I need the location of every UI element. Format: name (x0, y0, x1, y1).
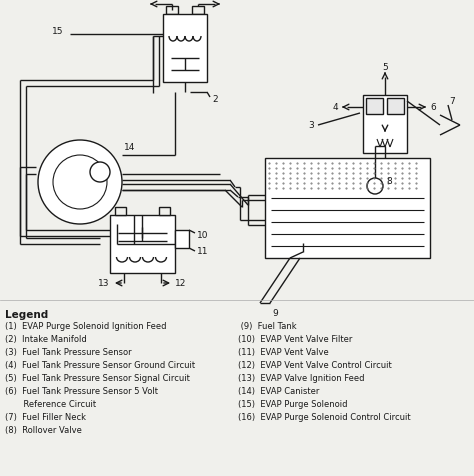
Text: 10: 10 (197, 230, 209, 239)
Text: (2)  Intake Manifold: (2) Intake Manifold (5, 335, 87, 344)
Text: 9: 9 (272, 308, 278, 317)
Text: 14: 14 (124, 143, 136, 152)
Bar (265, 158, 430, 258)
Text: 2: 2 (212, 96, 218, 105)
Text: 11: 11 (197, 247, 209, 256)
Text: (5)  Fuel Tank Pressure Sensor Signal Circuit: (5) Fuel Tank Pressure Sensor Signal Cir… (5, 374, 190, 383)
Text: 4: 4 (332, 102, 338, 111)
Text: 15: 15 (52, 28, 64, 37)
Text: (12)  EVAP Vent Valve Control Circuit: (12) EVAP Vent Valve Control Circuit (238, 361, 392, 370)
Bar (110, 215, 175, 273)
Text: (7)  Fuel Filler Neck: (7) Fuel Filler Neck (5, 413, 86, 422)
Text: (6)  Fuel Tank Pressure Sensor 5 Volt: (6) Fuel Tank Pressure Sensor 5 Volt (5, 387, 158, 396)
Bar (163, 14, 207, 82)
Text: (16)  EVAP Purge Solenoid Control Circuit: (16) EVAP Purge Solenoid Control Circuit (238, 413, 410, 422)
Text: (9)  Fuel Tank: (9) Fuel Tank (238, 322, 297, 331)
Text: 8: 8 (386, 178, 392, 187)
Bar (363, 95, 407, 153)
Bar (175, 230, 189, 248)
Bar (387, 98, 404, 114)
Circle shape (90, 162, 110, 182)
Text: 3: 3 (308, 120, 314, 129)
Text: (1)  EVAP Purge Solenoid Ignition Feed: (1) EVAP Purge Solenoid Ignition Feed (5, 322, 166, 331)
Text: (3)  Fuel Tank Pressure Sensor: (3) Fuel Tank Pressure Sensor (5, 348, 132, 357)
Text: 12: 12 (175, 278, 187, 288)
Text: (15)  EVAP Purge Solenoid: (15) EVAP Purge Solenoid (238, 400, 347, 409)
Text: 1: 1 (216, 0, 222, 1)
Text: Reference Circuit: Reference Circuit (5, 400, 96, 409)
Text: (8)  Rollover Valve: (8) Rollover Valve (5, 426, 82, 435)
Circle shape (367, 178, 383, 194)
Text: (14)  EVAP Canister: (14) EVAP Canister (238, 387, 319, 396)
Bar (159, 207, 170, 215)
Circle shape (38, 140, 122, 224)
Text: Legend: Legend (5, 310, 48, 320)
Text: 13: 13 (98, 278, 110, 288)
Text: 5: 5 (382, 62, 388, 71)
Text: (11)  EVAP Vent Valve: (11) EVAP Vent Valve (238, 348, 329, 357)
Bar (192, 6, 204, 14)
Text: (10)  EVAP Vent Valve Filter: (10) EVAP Vent Valve Filter (238, 335, 352, 344)
Bar (115, 207, 126, 215)
Text: (13)  EVAP Valve Ignition Feed: (13) EVAP Valve Ignition Feed (238, 374, 365, 383)
Text: (4)  Fuel Tank Pressure Sensor Ground Circuit: (4) Fuel Tank Pressure Sensor Ground Cir… (5, 361, 195, 370)
Text: 6: 6 (430, 102, 436, 111)
Text: 7: 7 (449, 97, 455, 106)
Text: 16: 16 (152, 0, 162, 1)
Bar (166, 6, 178, 14)
Bar (366, 98, 383, 114)
